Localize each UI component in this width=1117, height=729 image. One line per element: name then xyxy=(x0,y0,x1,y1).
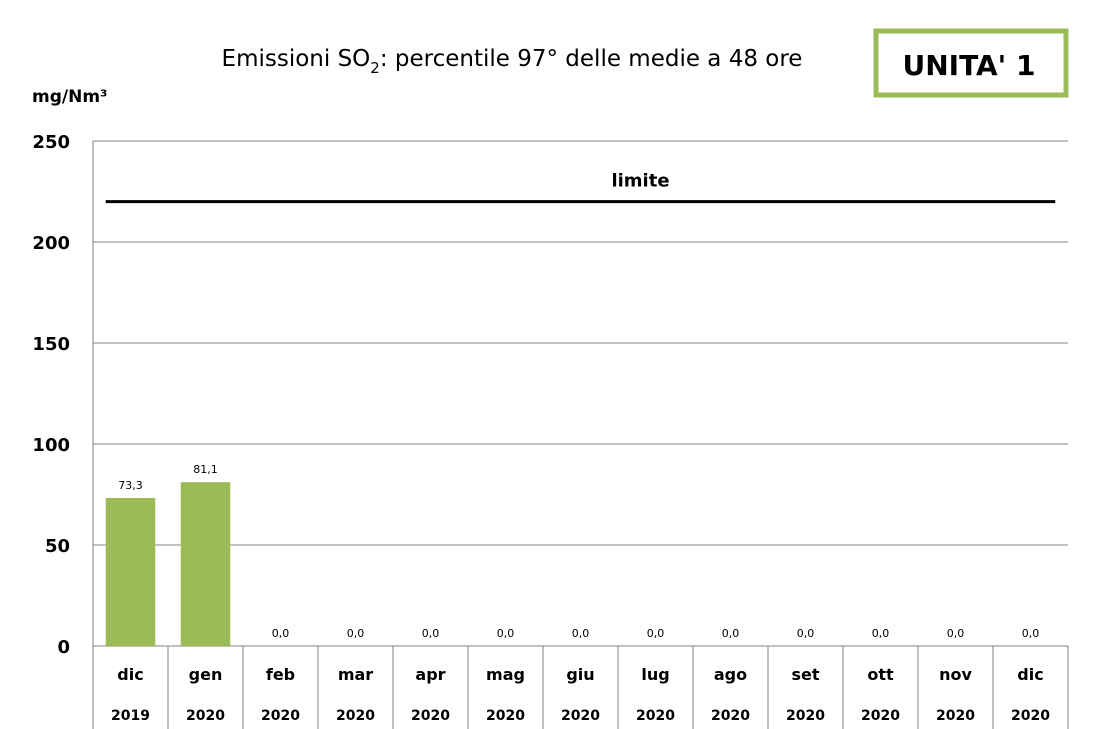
y-axis-unit: mg/Nm³ xyxy=(32,87,107,107)
x-tick-year: 2020 xyxy=(561,708,600,724)
y-tick-label: 250 xyxy=(32,132,70,153)
x-tick-label: mar xyxy=(338,665,373,684)
x-tick-label: dic xyxy=(1017,665,1043,684)
chart-title: Emissioni SO2: percentile 97° delle medi… xyxy=(222,46,803,77)
limit-label: limite xyxy=(611,171,669,192)
x-tick-label: set xyxy=(791,665,819,684)
y-tick-label: 200 xyxy=(32,233,70,254)
x-tick-year: 2020 xyxy=(711,708,750,724)
data-label: 0,0 xyxy=(647,627,665,640)
x-tick-label: gen xyxy=(189,665,223,684)
x-tick-label: nov xyxy=(939,665,972,684)
x-tick-label: ago xyxy=(714,665,747,684)
data-label: 0,0 xyxy=(497,627,515,640)
x-tick-year: 2020 xyxy=(411,708,450,724)
x-tick-label: apr xyxy=(415,665,445,684)
chart-title-rest: : percentile 97° delle medie a 48 ore xyxy=(380,46,803,72)
x-tick-year: 2020 xyxy=(636,708,675,724)
x-tick-year: 2020 xyxy=(936,708,975,724)
x-tick-year: 2020 xyxy=(261,708,300,724)
y-tick-label: 150 xyxy=(32,334,70,355)
data-label: 0,0 xyxy=(422,627,440,640)
data-label: 0,0 xyxy=(872,627,890,640)
x-tick-label: giu xyxy=(566,665,594,684)
y-tick-label: 100 xyxy=(32,435,70,456)
x-tick-label: dic xyxy=(117,665,143,684)
data-label: 0,0 xyxy=(797,627,815,640)
data-label: 0,0 xyxy=(347,627,365,640)
grid xyxy=(93,140,1068,647)
data-label: 0,0 xyxy=(572,627,590,640)
x-tick-label: lug xyxy=(641,665,669,684)
unit-badge-label: UNITA' 1 xyxy=(903,49,1036,82)
x-tick-label: ott xyxy=(867,665,894,684)
data-label: 0,0 xyxy=(1022,627,1040,640)
data-label: 73,3 xyxy=(118,479,143,492)
chart-title-main: Emissioni SO xyxy=(222,46,371,72)
data-label: 0,0 xyxy=(272,627,290,640)
chart-title-subscript: 2 xyxy=(370,59,380,77)
x-tick-year: 2020 xyxy=(1011,708,1050,724)
x-tick-year: 2020 xyxy=(861,708,900,724)
x-tick-year: 2020 xyxy=(186,708,225,724)
x-tick-label: mag xyxy=(486,665,525,684)
y-tick-label: 0 xyxy=(57,637,70,658)
y-tick-label: 50 xyxy=(45,536,70,557)
x-tick-year: 2020 xyxy=(336,708,375,724)
bars xyxy=(105,482,231,646)
data-label: 0,0 xyxy=(947,627,965,640)
data-label: 0,0 xyxy=(722,627,740,640)
unit-badge xyxy=(873,28,1069,98)
x-tick-year: 2020 xyxy=(486,708,525,724)
x-tick-year: 2019 xyxy=(111,708,150,724)
x-tick-year: 2020 xyxy=(786,708,825,724)
data-labels: 73,3 81,1 0,0 0,0 0,0 0,0 0,0 0,0 0,0 0,0 0,0 0,0 0,… xyxy=(118,463,1039,640)
bar xyxy=(180,482,231,646)
bar xyxy=(105,497,156,646)
x-tick-label: feb xyxy=(266,665,295,684)
data-label: 81,1 xyxy=(193,463,218,476)
axes: 0 50 100 150 200 250 dic 2019 gen 2020 feb 2020 mar 2… xyxy=(32,132,1069,729)
